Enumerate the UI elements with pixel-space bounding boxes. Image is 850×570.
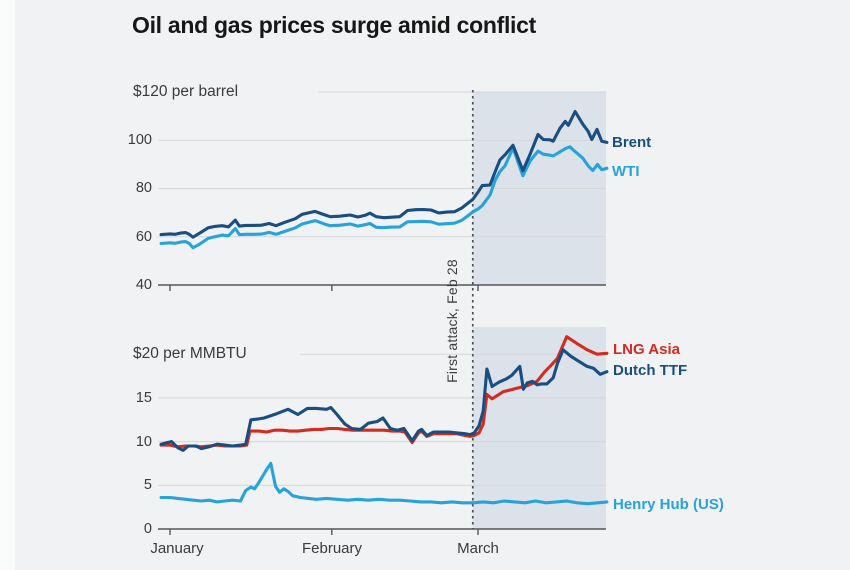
- wti-series-label: WTI: [612, 163, 640, 180]
- event-annotation: First attack, Feb 28: [444, 259, 460, 383]
- gas-ytick-5: 5: [143, 477, 152, 493]
- oil-ytick-100: 100: [127, 132, 152, 148]
- henry-hub-us-line: [159, 461, 609, 506]
- left-margin: [0, 0, 15, 570]
- gas-prices-shaded-region: [472, 327, 606, 529]
- brent-series-label: Brent: [612, 134, 652, 151]
- page-title: Oil and gas prices surge amid conflict: [132, 12, 536, 38]
- dutch-ttf-line: [159, 348, 609, 452]
- gas-ytick-15: 15: [135, 390, 152, 406]
- oil-unit-label: $120 per barrel: [133, 83, 239, 100]
- oil-ytick-60: 60: [135, 229, 152, 245]
- oil-ytick-40: 40: [135, 277, 152, 293]
- xtick-february: February: [301, 540, 363, 557]
- dutch-ttf-series-label: Dutch TTF: [613, 362, 688, 379]
- henry-hub-series-label: Henry Hub (US): [613, 496, 724, 513]
- wti-line: [159, 145, 609, 250]
- gas-unit-label: $20 per MMBTU: [133, 345, 247, 362]
- xtick-january: January: [150, 540, 204, 557]
- gas-ytick-0: 0: [143, 521, 152, 537]
- lng-asia-series-label: LNG Asia: [613, 341, 680, 358]
- brent-line: [159, 109, 609, 239]
- gas-ytick-10: 10: [135, 434, 152, 450]
- oil-ytick-80: 80: [135, 180, 152, 196]
- xtick-march: March: [457, 540, 499, 557]
